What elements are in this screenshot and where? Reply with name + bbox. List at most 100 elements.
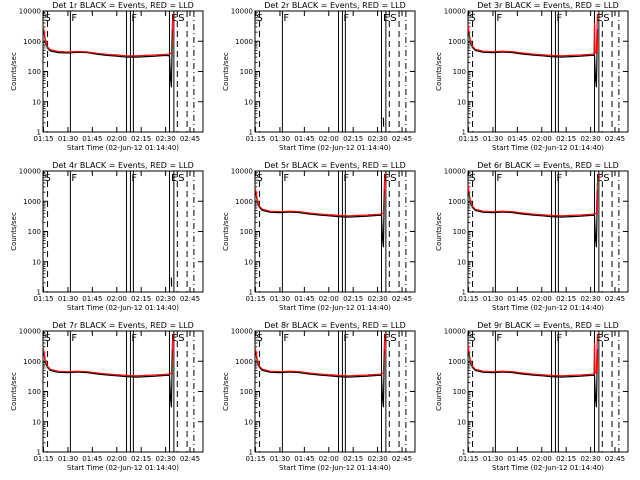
plot-5-flag-letter: F xyxy=(343,173,349,184)
plot-5-flag-letter: S xyxy=(390,173,396,184)
plot-7-xtick-label: 02:30 xyxy=(155,455,175,463)
plot-9-xlabel: Start Time (02-Jun-12 01:14:40) xyxy=(492,464,604,472)
plot-3-xtick-label: 01:45 xyxy=(507,135,527,143)
plot-2-xlabel: Start Time (02-Jun-12 01:14:40) xyxy=(279,144,391,152)
plot-6-xtick-label: 01:30 xyxy=(483,295,503,303)
plot-7-ytick-label: 1 xyxy=(37,449,41,457)
plot-6-xtick-label: 01:45 xyxy=(507,295,527,303)
plot-3-events-line xyxy=(467,29,598,88)
plot-8-frame xyxy=(254,330,416,453)
plot-1-flag-letter: S xyxy=(45,13,51,24)
plot-9-xtick-label: 02:15 xyxy=(556,455,576,463)
plot-6-flag-letter: F xyxy=(496,173,502,184)
plot-4-frame xyxy=(42,170,204,293)
plot-5-xlabel: Start Time (02-Jun-12 01:14:40) xyxy=(279,304,391,312)
plot-6-frame xyxy=(467,170,629,293)
plot-1-ytick-label: 1 xyxy=(37,129,41,137)
plot-1-lld-line xyxy=(42,13,174,57)
plot-7-events-line xyxy=(42,349,173,408)
plot-4-flag-letter: F xyxy=(71,173,77,184)
plot-7-flag-letter: F xyxy=(71,333,77,344)
plot-2-flag-letter: S xyxy=(390,13,396,24)
plot-6-ylabel: Counts/sec xyxy=(435,212,443,251)
plot-9-flag-letter: F xyxy=(496,333,502,344)
plot-3-ylabel: Counts/sec xyxy=(435,52,443,91)
plot-6-xtick-label: 02:00 xyxy=(532,295,552,303)
plot-1-xtick-label: 02:00 xyxy=(107,135,127,143)
plot-4-ylabel: Counts/sec xyxy=(10,212,18,251)
plot-1-title: Det 1r BLACK = Events, RED = LLD xyxy=(52,1,194,10)
plot-9-flag-letter: S xyxy=(603,333,609,344)
plot-9-title: Det 9r BLACK = Events, RED = LLD xyxy=(477,321,619,330)
plot-6-flag-letter: S xyxy=(470,173,476,184)
plot-2-xtick-label: 01:45 xyxy=(294,135,314,143)
plot-5-xtick-label: 02:15 xyxy=(343,295,363,303)
plot-6-xtick-label: 02:30 xyxy=(580,295,600,303)
plot-9-flag-letter: E xyxy=(596,333,602,344)
plot-1-flag-letter: S xyxy=(178,13,184,24)
plot-9-ytick-label: 1 xyxy=(462,449,466,457)
plot-8-ylabel: Counts/sec xyxy=(222,372,230,411)
plot-5-xtick-label: 02:00 xyxy=(319,295,339,303)
plot-5-frame xyxy=(254,170,416,293)
plot-4-xlabel: Start Time (02-Jun-12 01:14:40) xyxy=(67,304,179,312)
plot-1-xtick-label: 02:45 xyxy=(180,135,200,143)
plot-8-xtick-label: 01:15 xyxy=(245,455,265,463)
plot-2-flag-letter: S xyxy=(257,13,263,24)
plot-3-xtick-label: 02:30 xyxy=(580,135,600,143)
plot-4-title: Det 4r BLACK = Events, RED = LLD xyxy=(52,161,194,170)
plot-5-xtick-label: 01:45 xyxy=(294,295,314,303)
plot-2-ytick-label: 10000 xyxy=(231,8,253,16)
plot-4-xtick-label: 02:00 xyxy=(107,295,127,303)
plot-1-events-line xyxy=(42,26,173,88)
plot-1-frame xyxy=(42,10,204,133)
plot-4-xtick-label: 02:45 xyxy=(180,295,200,303)
plot-2-flag-letter: E xyxy=(383,13,389,24)
plot-6-xtick-label: 02:15 xyxy=(556,295,576,303)
plot-5-flag-letter: E xyxy=(383,173,389,184)
plot-3-ytick-label: 100 xyxy=(453,68,466,76)
plot-9-events-line xyxy=(467,349,598,408)
plot-6-title: Det 6r BLACK = Events, RED = LLD xyxy=(477,161,619,170)
plot-4-xtick-label: 02:15 xyxy=(131,295,151,303)
plot-8-ytick-label: 1 xyxy=(249,449,253,457)
plot-3-ytick-label: 10 xyxy=(457,98,466,106)
plot-2-xtick-label: 01:30 xyxy=(270,135,290,143)
plot-7-ylabel: Counts/sec xyxy=(10,372,18,411)
plot-4-xtick-label: 01:30 xyxy=(58,295,78,303)
plot-6-lld-line xyxy=(467,173,599,217)
plot-1-ytick-label: 1000 xyxy=(23,38,41,46)
plot-7-flag-letter: S xyxy=(45,333,51,344)
plot-3-xlabel: Start Time (02-Jun-12 01:14:40) xyxy=(492,144,604,152)
plot-6: Det 6r BLACK = Events, RED = LLD 1 10 100 10… xyxy=(435,161,629,312)
plot-7-flag-letter: E xyxy=(171,333,177,344)
plot-6-xtick-label: 01:15 xyxy=(458,295,478,303)
plot-6-ytick-label: 10 xyxy=(457,258,466,266)
plot-9-ytick-label: 10 xyxy=(457,418,466,426)
plot-5-lld-line xyxy=(254,173,386,217)
plot-3-xtick-label: 02:45 xyxy=(605,135,625,143)
plot-4-ytick-label: 1 xyxy=(37,289,41,297)
plot-3-flag-letter: S xyxy=(470,13,476,24)
plot-5-xtick-label: 02:30 xyxy=(367,295,387,303)
plot-3-ytick-label: 1000 xyxy=(448,38,466,46)
plot-1-ytick-label: 10000 xyxy=(19,8,41,16)
plot-8-xtick-label: 01:45 xyxy=(294,455,314,463)
plot-8-ytick-label: 100 xyxy=(240,388,253,396)
plot-7-xtick-label: 01:15 xyxy=(33,455,53,463)
plot-5-xtick-label: 01:30 xyxy=(270,295,290,303)
plot-3-xtick-label: 01:15 xyxy=(458,135,478,143)
plot-7-ytick-label: 100 xyxy=(28,388,41,396)
plot-9-xtick-label: 02:00 xyxy=(532,455,552,463)
plot-7-xtick-label: 02:15 xyxy=(131,455,151,463)
plot-7-ytick-label: 10 xyxy=(32,418,41,426)
plot-2-xtick-label: 02:00 xyxy=(319,135,339,143)
plot-7-lld-line xyxy=(42,333,174,377)
plot-9-flag-letter: S xyxy=(470,333,476,344)
plot-7-xtick-label: 01:30 xyxy=(58,455,78,463)
plot-1-xtick-label: 01:15 xyxy=(33,135,53,143)
plot-9-xtick-label: 01:15 xyxy=(458,455,478,463)
plot-1-xtick-label: 02:30 xyxy=(155,135,175,143)
plot-3-xtick-label: 02:00 xyxy=(532,135,552,143)
plot-2-xtick-label: 02:15 xyxy=(343,135,363,143)
